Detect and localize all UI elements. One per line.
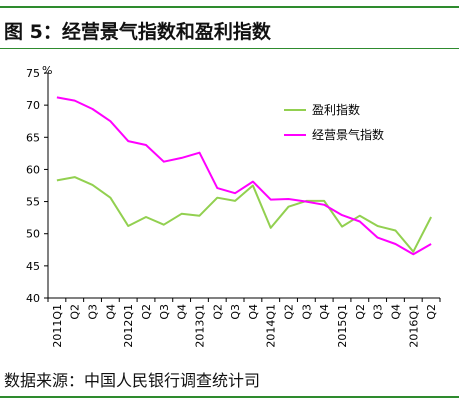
x-tick-label: Q3	[158, 304, 171, 320]
x-tick-label: Q4	[104, 304, 117, 320]
x-tick-label: Q4	[247, 304, 260, 320]
x-tick-label: Q2	[140, 304, 153, 320]
bottom-rule	[0, 396, 459, 398]
y-tick-label: 40	[26, 292, 40, 305]
y-tick-label: 50	[26, 228, 40, 241]
x-axis-ticks: 2011Q1 Q2 Q3 Q4 2012Q1 Q2 Q3 Q4 2013Q1 Q2 Q3 Q4 2014…	[47, 298, 441, 348]
x-tick-label: Q4	[176, 304, 189, 320]
x-tick-label: 2016Q1	[407, 304, 420, 348]
x-tick-label: Q2	[211, 304, 224, 320]
y-tick-label: 70	[26, 99, 40, 112]
chart-axes	[47, 73, 440, 299]
legend-label: 经营景气指数	[312, 127, 384, 142]
y-axis-ticks: 40 45 50 55 60 65 70 75%	[26, 64, 52, 305]
series-line-business	[56, 96, 432, 256]
x-tick-label: Q3	[87, 304, 100, 320]
x-tick-label: Q2	[69, 304, 82, 320]
series-lines	[56, 96, 432, 256]
x-tick-label: Q3	[300, 304, 313, 320]
title-divider	[0, 48, 459, 49]
y-tick-label: 65	[26, 131, 40, 144]
y-tick-label: 60	[26, 163, 40, 176]
x-tick-label: 2012Q1	[122, 304, 135, 348]
figure-title: 图 5：经营景气指数和盈利指数	[4, 21, 271, 43]
y-tick-label: 75	[26, 67, 40, 80]
x-tick-label: Q4	[389, 304, 402, 320]
y-tick-label: 55	[26, 196, 40, 209]
x-tick-label: Q2	[425, 304, 438, 320]
legend-label: 盈利指数	[312, 102, 360, 117]
x-tick-label: Q3	[372, 304, 385, 320]
x-tick-label: 2014Q1	[265, 304, 278, 348]
x-tick-label: 2015Q1	[336, 304, 349, 348]
x-tick-label: Q4	[318, 304, 331, 320]
x-tick-label: Q3	[229, 304, 242, 320]
x-tick-label: 2013Q1	[193, 304, 206, 348]
top-rule	[0, 6, 459, 8]
x-tick-label: Q2	[354, 304, 367, 320]
y-tick-label: 45	[26, 260, 40, 273]
y-unit-label: %	[42, 64, 52, 77]
x-tick-label: Q2	[283, 304, 296, 320]
x-tick-label: 2011Q1	[51, 304, 64, 348]
series-line-profit	[56, 176, 432, 253]
data-source: 数据来源：中国人民银行调查统计司	[4, 371, 261, 390]
